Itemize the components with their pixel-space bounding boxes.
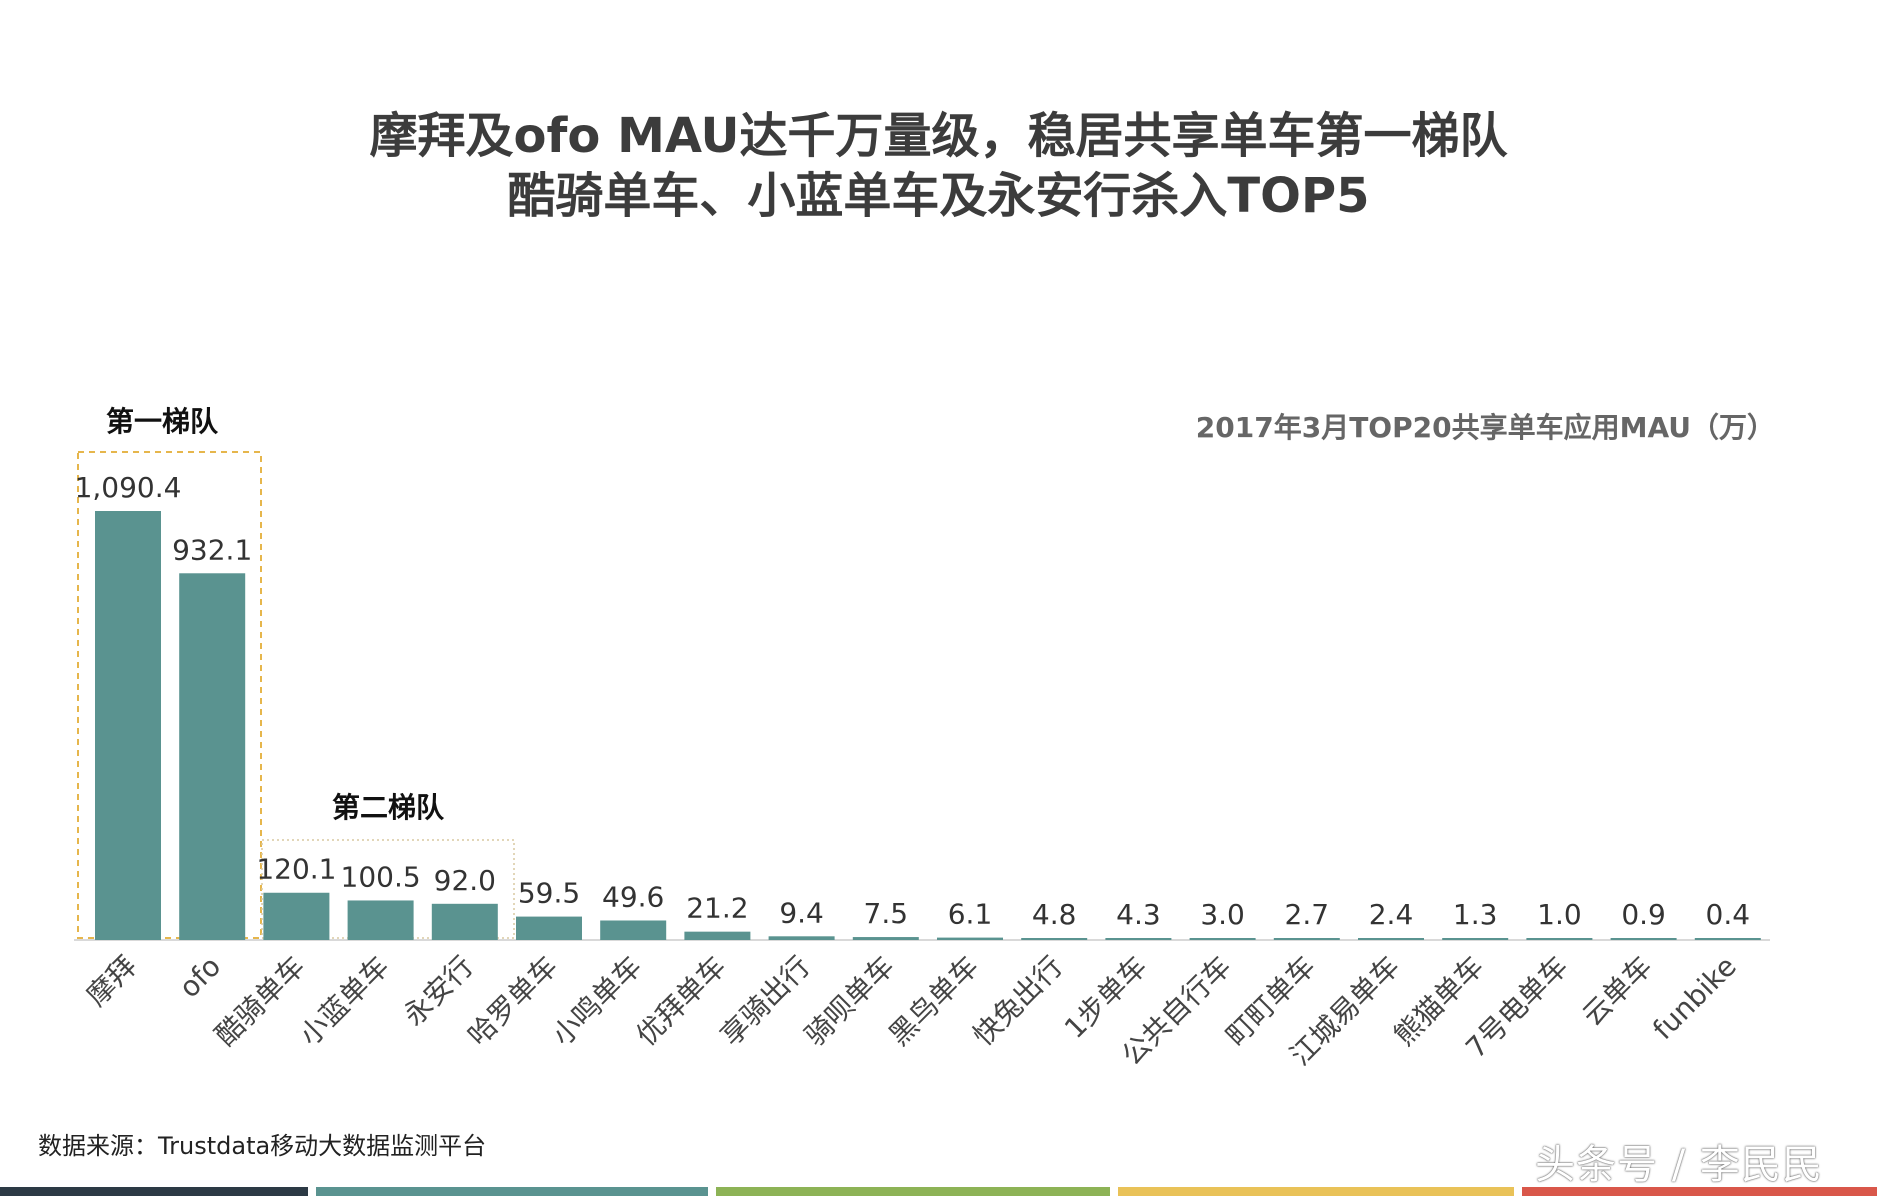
bar-19 bbox=[1610, 938, 1677, 940]
stripe-2 bbox=[316, 1187, 708, 1196]
bar-9 bbox=[768, 936, 835, 940]
category-label-7: 小鸣单车 bbox=[546, 950, 649, 1053]
bar-16 bbox=[1358, 938, 1424, 940]
bar-8 bbox=[684, 931, 751, 940]
category-label-2: ofo bbox=[173, 950, 228, 1005]
chart-title: 2017年3月TOP20共享单车应用MAU（万） bbox=[1196, 411, 1775, 444]
bar-11 bbox=[937, 937, 1003, 940]
bar-7 bbox=[600, 920, 667, 940]
data-source: 数据来源：Trustdata移动大数据监测平台 bbox=[38, 1132, 487, 1160]
category-label-11: 黑鸟单车 bbox=[882, 950, 985, 1053]
category-label-4: 小蓝单车 bbox=[293, 950, 396, 1053]
value-label-1: 1,090.4 bbox=[75, 471, 182, 504]
bar-5 bbox=[431, 903, 498, 940]
page-subtitle: 酷骑单车、小蓝单车及永安行杀入TOP5 bbox=[507, 168, 1370, 224]
value-label-9: 9.4 bbox=[779, 896, 824, 929]
stripe-5 bbox=[1522, 1187, 1877, 1196]
category-label-3: 酷骑单车 bbox=[209, 950, 312, 1053]
bar-3 bbox=[263, 892, 330, 940]
value-label-17: 1.3 bbox=[1453, 898, 1498, 931]
value-label-14: 3.0 bbox=[1200, 898, 1245, 931]
bar-15 bbox=[1273, 938, 1340, 940]
category-label-19: 云单车 bbox=[1576, 950, 1659, 1033]
bar-14 bbox=[1189, 938, 1256, 940]
category-label-9: 享骑出行 bbox=[714, 950, 817, 1053]
watermark: 头条号 / 李民民 bbox=[1535, 1142, 1823, 1188]
bar-6 bbox=[516, 916, 582, 940]
category-label-6: 哈罗单车 bbox=[461, 950, 564, 1053]
value-label-8: 21.2 bbox=[686, 892, 748, 925]
tier2-label: 第二梯队 bbox=[332, 791, 445, 824]
tier1-label: 第一梯队 bbox=[106, 405, 219, 438]
category-label-5: 永安行 bbox=[397, 950, 480, 1033]
category-label-8: 优拜单车 bbox=[630, 950, 733, 1053]
value-label-11: 6.1 bbox=[948, 898, 993, 931]
category-label-10: 骑呗单车 bbox=[798, 950, 901, 1053]
value-label-4: 100.5 bbox=[341, 860, 421, 893]
value-label-19: 0.9 bbox=[1621, 898, 1666, 931]
page-title: 摩拜及ofo MAU达千万量级，稳居共享单车第一梯队 bbox=[369, 108, 1508, 164]
bar-20 bbox=[1694, 938, 1761, 940]
bar-4 bbox=[347, 900, 414, 940]
bar-18 bbox=[1526, 938, 1593, 940]
tier1-box bbox=[77, 451, 262, 939]
category-label-1: 摩拜 bbox=[80, 950, 143, 1013]
category-label-12: 快兔出行 bbox=[967, 950, 1070, 1053]
bar-1 bbox=[95, 511, 161, 940]
stripe-1 bbox=[0, 1187, 308, 1196]
bar-2 bbox=[179, 573, 246, 940]
bar-10 bbox=[852, 937, 919, 940]
value-label-5: 92.0 bbox=[434, 864, 496, 897]
value-label-7: 49.6 bbox=[602, 880, 664, 913]
value-label-3: 120.1 bbox=[256, 853, 336, 886]
value-label-10: 7.5 bbox=[864, 897, 909, 930]
value-label-18: 1.0 bbox=[1537, 898, 1582, 931]
bar-13 bbox=[1105, 938, 1172, 940]
value-label-13: 4.3 bbox=[1116, 898, 1161, 931]
value-label-6: 59.5 bbox=[518, 877, 580, 910]
bar-17 bbox=[1442, 938, 1509, 940]
bar-12 bbox=[1021, 938, 1088, 940]
value-label-12: 4.8 bbox=[1032, 898, 1077, 931]
value-label-15: 2.7 bbox=[1285, 898, 1330, 931]
stripe-4 bbox=[1118, 1187, 1514, 1196]
value-label-20: 0.4 bbox=[1706, 898, 1751, 931]
value-label-16: 2.4 bbox=[1369, 898, 1414, 931]
value-label-2: 932.1 bbox=[172, 533, 252, 566]
category-label-20: funbike bbox=[1646, 950, 1742, 1046]
bottom-color-stripes bbox=[0, 1187, 1877, 1196]
stripe-3 bbox=[716, 1187, 1110, 1196]
